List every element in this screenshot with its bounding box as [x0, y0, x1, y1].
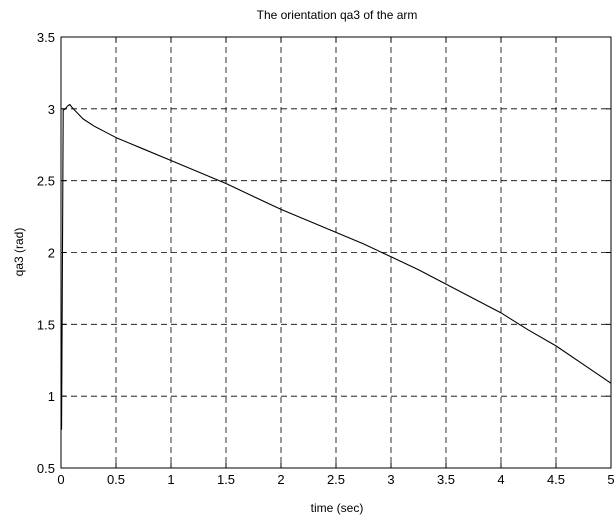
x-tick-label: 4: [497, 472, 504, 487]
x-tick-label: 3.5: [437, 472, 455, 487]
x-tick-label: 2: [277, 472, 284, 487]
x-tick-label: 0: [57, 472, 64, 487]
x-tick-label: 1.5: [217, 472, 235, 487]
y-tick-label: 3.5: [37, 30, 55, 45]
y-tick-label: 1.5: [37, 317, 55, 332]
series-line: [61, 103, 612, 430]
x-axis-label: time (sec): [311, 501, 364, 515]
y-tick-label: 1: [48, 389, 55, 404]
x-tick-label: 4.5: [547, 472, 565, 487]
x-tick-label: 2.5: [327, 472, 345, 487]
x-tick-label: 0.5: [107, 472, 125, 487]
y-tick-label: 3: [48, 102, 55, 117]
x-tick-label: 3: [387, 472, 394, 487]
series-layer: [61, 103, 612, 430]
y-tick-labels: 0.5 1 1.5 2 2.5 3 3.5: [37, 30, 55, 476]
y-tick-label: 2.5: [37, 174, 55, 189]
y-tick-label: 0.5: [37, 461, 55, 476]
chart-title: The orientation qa3 of the arm: [257, 8, 418, 22]
axis-ticks: [60, 36, 612, 469]
grid: [61, 37, 611, 468]
x-tick-label: 5: [607, 472, 614, 487]
y-tick-label: 2: [48, 246, 55, 261]
y-axis-label: qa3 (rad): [12, 228, 26, 277]
x-tick-label: 1: [167, 472, 174, 487]
x-tick-labels: 0 0.5 1 1.5 2 2.5 3 3.5 4 4.5 5: [57, 472, 614, 487]
